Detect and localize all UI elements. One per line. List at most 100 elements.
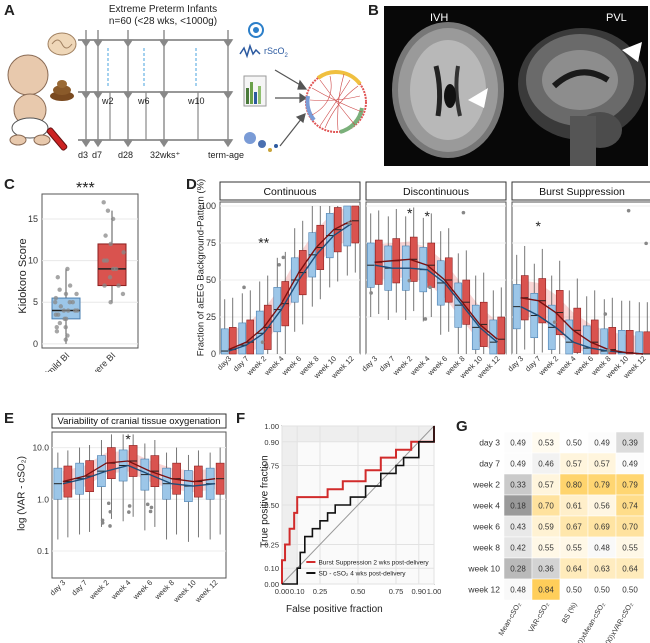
panel-f-ytick: 1.00 bbox=[264, 422, 279, 431]
panel-d-outlier bbox=[407, 278, 412, 283]
panel-g-heatmap: day 3 day 7 week 2 week 4 week 6 week 8 week 1… bbox=[467, 431, 645, 643]
panel-d-outlier bbox=[461, 210, 466, 215]
panel-d-significance: * bbox=[425, 208, 431, 224]
panel-g-cell-value: 0.18 bbox=[510, 502, 526, 511]
panel-d-mean-line bbox=[374, 264, 498, 343]
panel-g-cell-value: 0.61 bbox=[566, 502, 582, 511]
panel-d-outlier bbox=[423, 317, 428, 321]
panel-g-col-label: VAR-cSO₂ bbox=[526, 600, 551, 634]
panel-d-mean-line bbox=[520, 297, 644, 355]
panel-f-xtick: 0.50 bbox=[351, 587, 366, 596]
panel-d-facet-header bbox=[365, 181, 507, 201]
panel-f-xtick: 0.75 bbox=[389, 587, 404, 596]
panel-c-point bbox=[67, 283, 73, 288]
panel-d-mean-line bbox=[228, 220, 352, 351]
panel-f-xtick: 1.00 bbox=[427, 587, 442, 596]
panel-c-point bbox=[63, 337, 68, 342]
mri-panel: IVH PVL bbox=[384, 6, 648, 166]
timepoint-32wks: 32wks⁺ bbox=[150, 150, 181, 160]
panel-e-outlier bbox=[100, 521, 105, 525]
timepoint-d7: d7 bbox=[92, 150, 103, 160]
timepoint-w6: w6 bbox=[138, 96, 150, 106]
panel-label-e: E bbox=[4, 410, 15, 427]
microbiome-icon bbox=[244, 132, 278, 152]
panel-c-point bbox=[57, 287, 62, 292]
panel-f-xtick: 0.25 bbox=[313, 587, 328, 596]
panel-g-row-label: day 3 bbox=[479, 438, 500, 448]
panel-a-timeline bbox=[7, 22, 367, 152]
panel-g-cell-value: 0.64 bbox=[622, 565, 638, 574]
panel-d-outlier bbox=[242, 285, 246, 290]
panel-g-cell-value: 0.49 bbox=[594, 439, 610, 448]
panel-d-box bbox=[643, 331, 650, 355]
panel-g-cell-value: 0.33 bbox=[510, 481, 526, 490]
blood-tube-icon bbox=[46, 127, 68, 151]
panel-f-xlabel: False positive fraction bbox=[286, 604, 383, 615]
panel-e-header bbox=[51, 413, 227, 429]
panel-a-title: Extreme Preterm Infants bbox=[108, 4, 218, 15]
panel-d-box bbox=[489, 319, 498, 355]
panel-c-point bbox=[108, 241, 113, 247]
panel-c-point bbox=[101, 200, 106, 205]
panel-d-outlier bbox=[606, 348, 611, 353]
panel-d-outlier bbox=[281, 255, 286, 260]
panel-c-point bbox=[55, 275, 60, 280]
panel-d-significance: * bbox=[536, 218, 542, 234]
panel-g-cell-value: 0.55 bbox=[622, 544, 638, 553]
panel-g-col-label: Mean-cSO₂ bbox=[496, 600, 522, 637]
mri-images bbox=[392, 22, 646, 166]
panel-c-point bbox=[67, 300, 72, 305]
panel-e-outlier bbox=[127, 504, 132, 508]
panel-g-cell-value: 0.84 bbox=[538, 586, 554, 595]
panel-e-xtick: week 6 bbox=[130, 578, 154, 602]
panel-d-outlier bbox=[644, 241, 648, 246]
panel-c-point bbox=[105, 208, 111, 213]
panel-g-row-label: week 6 bbox=[472, 522, 500, 532]
panel-g-row-label: day 7 bbox=[479, 459, 500, 469]
stool-icon bbox=[50, 80, 74, 101]
brain-icon bbox=[47, 32, 77, 56]
timepoint-w10: w10 bbox=[188, 96, 205, 106]
panel-d-box bbox=[608, 327, 617, 355]
panel-g-cell-value: 0.53 bbox=[538, 439, 554, 448]
panel-c-point bbox=[101, 258, 107, 263]
panel-c-point bbox=[58, 304, 64, 309]
panel-g-cell-value: 0.80 bbox=[566, 481, 582, 490]
panel-g-cell-value: 0.79 bbox=[622, 481, 638, 490]
eeg-chart-icon bbox=[243, 75, 267, 107]
panel-f-xtick: 0.10 bbox=[290, 587, 305, 596]
panel-c-point bbox=[65, 308, 71, 313]
panel-g-cell-value: 0.55 bbox=[566, 544, 582, 553]
panel-e-outlier bbox=[108, 509, 113, 514]
panel-d-xtick: day 3 bbox=[506, 354, 525, 373]
circos-plot bbox=[305, 70, 367, 134]
panel-g-cell-value: 0.49 bbox=[510, 460, 526, 469]
panel-g-cell-value: 0.56 bbox=[594, 502, 610, 511]
panel-g-cell-value: 0.55 bbox=[538, 544, 554, 553]
panel-d-outlier bbox=[260, 340, 265, 345]
timepoint-w2: w2 bbox=[102, 96, 114, 106]
panel-c-category: severe BI bbox=[83, 350, 117, 372]
panel-d-box bbox=[625, 330, 634, 355]
panel-g-cell-value: 0.63 bbox=[594, 565, 610, 574]
panel-c-point bbox=[120, 291, 126, 297]
panel-g-cell-value: 0.57 bbox=[566, 460, 582, 469]
panel-c-point bbox=[121, 250, 126, 255]
panel-g-cell-value: 0.79 bbox=[594, 481, 610, 490]
panel-d-box bbox=[255, 310, 264, 355]
infant-illustration bbox=[7, 54, 51, 146]
panel-c-point bbox=[56, 312, 61, 317]
panel-c-ytick: 0 bbox=[33, 339, 38, 349]
panel-label-f: F bbox=[236, 410, 246, 427]
panel-c-point bbox=[113, 266, 119, 272]
panel-d-mean-line bbox=[374, 258, 498, 340]
panel-g-cell-value: 0.69 bbox=[594, 523, 610, 532]
panel-d-box bbox=[635, 331, 644, 355]
panel-d-ytick: 50 bbox=[206, 275, 216, 285]
panel-d-significance: ** bbox=[258, 234, 269, 250]
panel-d-ytick: 0 bbox=[211, 349, 216, 359]
panel-f-ytick: 0.50 bbox=[264, 501, 279, 510]
panel-c-ytick: 5 bbox=[33, 297, 38, 307]
